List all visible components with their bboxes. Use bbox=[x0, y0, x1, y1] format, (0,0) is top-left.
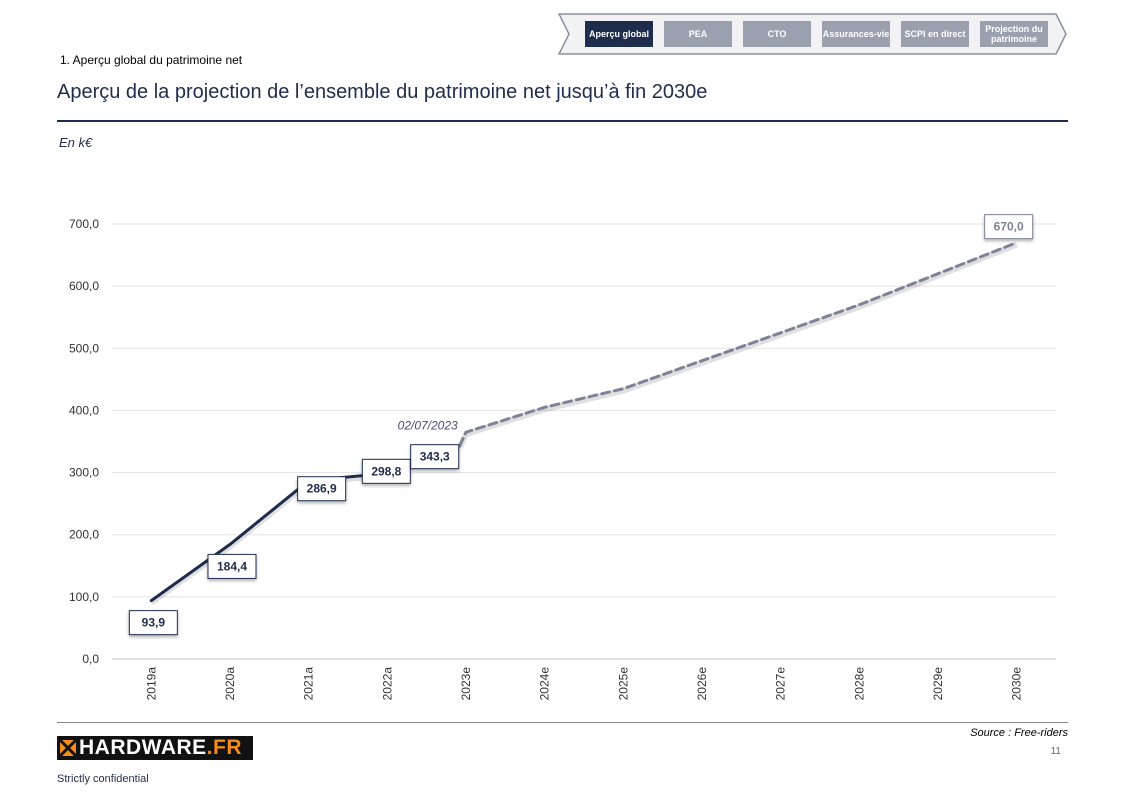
y-tick-label: 200,0 bbox=[69, 528, 99, 542]
data-label-text: 298,8 bbox=[371, 464, 401, 478]
x-tick-label: 2028e bbox=[852, 667, 866, 701]
x-tick-label: 2029e bbox=[931, 667, 945, 701]
y-tick-label: 400,0 bbox=[69, 403, 99, 417]
page-number: 11 bbox=[1050, 746, 1061, 757]
data-label-text: 184,4 bbox=[217, 559, 247, 573]
data-label-box bbox=[297, 476, 347, 502]
y-tick-label: 100,0 bbox=[69, 590, 99, 604]
y-tick-label: 700,0 bbox=[69, 217, 99, 231]
tab-cto[interactable]: CTO bbox=[743, 21, 811, 47]
tab-scpi-en-direct[interactable]: SCPI en direct bbox=[901, 21, 969, 47]
data-label-text: 343,3 bbox=[420, 450, 450, 464]
footer-divider bbox=[57, 722, 1068, 723]
data-label-box bbox=[207, 553, 257, 579]
x-tick-label: 2026e bbox=[695, 667, 709, 701]
y-tick-label: 0,0 bbox=[82, 652, 99, 666]
breadcrumb: 1. Aperçu global du patrimoine net bbox=[60, 53, 243, 67]
data-label-box bbox=[984, 214, 1034, 240]
date-annotation: 02/07/2023 bbox=[398, 419, 458, 433]
tab-projection-patrimoine[interactable]: Projection du patrimoine bbox=[980, 21, 1048, 47]
page-title: Aperçu de la projection de l’ensemble du… bbox=[57, 81, 708, 103]
data-label-box bbox=[410, 444, 460, 470]
y-tick-label: 300,0 bbox=[69, 466, 99, 480]
data-label-box bbox=[128, 610, 178, 636]
x-tick-label: 2019a bbox=[144, 667, 158, 701]
hardware-fr-logo: HARDWARE.FR bbox=[57, 736, 253, 760]
x-tick-label: 2020a bbox=[223, 667, 237, 701]
y-tick-label: 600,0 bbox=[69, 279, 99, 293]
logo-text: HARDWARE.FR bbox=[79, 736, 242, 759]
series-shadow bbox=[456, 241, 1018, 449]
x-tick-label: 2022a bbox=[380, 667, 394, 701]
data-label: 286,9 bbox=[297, 476, 347, 502]
title-divider bbox=[57, 120, 1068, 122]
x-tick-label: 2023e bbox=[459, 667, 473, 701]
x-tick-label: 2025e bbox=[616, 667, 630, 701]
data-label-box bbox=[361, 458, 411, 484]
tab-pea[interactable]: PEA bbox=[664, 21, 732, 47]
data-label: 670,0 bbox=[984, 214, 1034, 240]
x-tick-label: 2030e bbox=[1010, 667, 1024, 701]
data-label: 298,8 bbox=[361, 458, 411, 484]
source-note: Source : Free-riders bbox=[970, 727, 1068, 739]
tab-apercu-global[interactable]: Aperçu global bbox=[585, 21, 653, 47]
unit-label: En k€ bbox=[59, 135, 93, 150]
data-label: 184,4 bbox=[207, 553, 257, 579]
confidentiality-note: Strictly confidential bbox=[57, 773, 149, 785]
data-label: 343,3 bbox=[410, 444, 460, 470]
data-label: 93,9 bbox=[128, 610, 178, 636]
x-tick-label: 2027e bbox=[774, 667, 788, 701]
data-label-text: 670,0 bbox=[994, 220, 1024, 234]
data-label-text: 286,9 bbox=[307, 482, 337, 496]
series-line-projection bbox=[458, 241, 1019, 448]
x-tick-label: 2024e bbox=[538, 667, 552, 701]
section-nav: Aperçu global PEA CTO Assurances-vie SCP… bbox=[558, 12, 1068, 56]
data-label-text: 93,9 bbox=[142, 616, 166, 630]
x-tick-label: 2021a bbox=[302, 667, 316, 701]
logo-mark-icon bbox=[57, 736, 79, 760]
tab-assurances-vie[interactable]: Assurances-vie bbox=[822, 21, 890, 47]
series-shadow bbox=[149, 444, 461, 606]
y-tick-label: 500,0 bbox=[69, 341, 99, 355]
